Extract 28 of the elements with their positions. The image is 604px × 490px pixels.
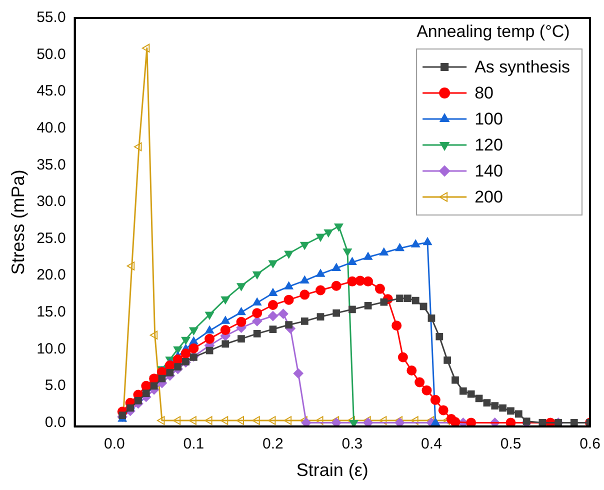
- legend-label: 80: [474, 84, 494, 103]
- y-tick-label: 40.0: [36, 120, 66, 137]
- x-tick-label: 0.3: [342, 436, 363, 453]
- y-tick-label: 5.0: [44, 377, 66, 394]
- x-tick-label: 0.6: [580, 436, 600, 453]
- y-tick-label: 45.0: [36, 82, 66, 100]
- y-tick-label: 30.0: [36, 193, 66, 210]
- x-tick-label: 0.5: [500, 436, 522, 453]
- x-tick-label: 0.4: [421, 436, 442, 453]
- y-tick-label: 20.0: [36, 266, 66, 284]
- x-tick-label: 0.2: [262, 436, 284, 453]
- legend-label: 100: [474, 110, 503, 129]
- legend-label: 140: [474, 162, 503, 181]
- legend-label: 120: [474, 136, 503, 155]
- y-tick-label: 25.0: [36, 230, 66, 247]
- y-axis-title: Stress (mPa): [8, 170, 28, 275]
- legend-label: 200: [474, 188, 503, 207]
- legend-label: As synthesis: [474, 58, 570, 77]
- legend-title: Annealing temp (°C): [416, 22, 570, 42]
- y-tick-label: 10.0: [36, 340, 66, 358]
- x-axis-title: Strain (ε): [296, 460, 368, 480]
- y-tick-label: 55.0: [36, 9, 66, 26]
- y-tick-label: 0.0: [44, 414, 66, 431]
- x-tick-label: 0.1: [183, 436, 204, 453]
- x-tick-label: 0.0: [104, 436, 125, 453]
- y-tick-label: 50.0: [36, 46, 66, 63]
- y-tick-label: 35.0: [36, 156, 66, 174]
- y-tick-label: 15.0: [36, 303, 66, 320]
